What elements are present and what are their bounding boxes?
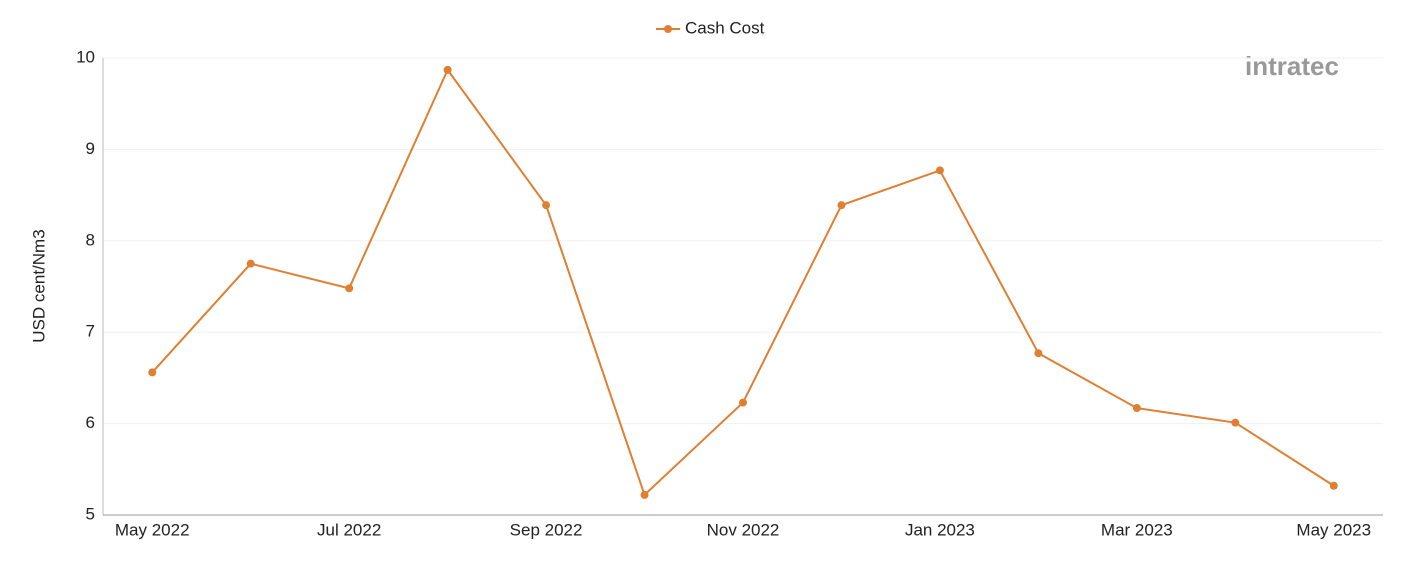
y-tick-label: 10: [76, 47, 95, 66]
legend-label: Cash Cost: [685, 18, 765, 37]
data-point: [148, 368, 157, 377]
data-point: [1329, 481, 1338, 490]
data-point: [542, 201, 551, 210]
data-point: [1231, 418, 1240, 427]
legend-marker: [664, 25, 672, 33]
y-tick-label: 9: [86, 139, 95, 158]
y-axis-label: USD cent/Nm3: [29, 229, 48, 342]
series-line: [151, 67, 1335, 497]
y-tick-label: 7: [86, 322, 95, 341]
y-tick-label: 5: [86, 504, 95, 523]
data-point: [443, 65, 452, 74]
y-tick-label: 8: [86, 230, 95, 249]
data-point: [739, 398, 747, 407]
data-point: [246, 259, 255, 268]
logo: intratec: [1245, 51, 1339, 81]
x-tick-label: Nov 2022: [707, 520, 780, 539]
data-point: [935, 166, 944, 175]
data-point: [1034, 349, 1043, 358]
y-tick-label: 6: [86, 413, 95, 432]
data-point: [640, 490, 649, 499]
data-point: [837, 201, 846, 210]
data-point: [345, 284, 354, 293]
x-tick-label: Mar 2023: [1101, 520, 1173, 539]
x-tick-label: Jan 2023: [905, 520, 975, 539]
x-tick-label: May 2023: [1296, 520, 1371, 539]
data-point: [1132, 404, 1141, 413]
x-tick-label: Sep 2022: [510, 520, 583, 539]
x-tick-label: May 2022: [115, 520, 190, 539]
x-tick-label: Jul 2022: [317, 520, 381, 539]
